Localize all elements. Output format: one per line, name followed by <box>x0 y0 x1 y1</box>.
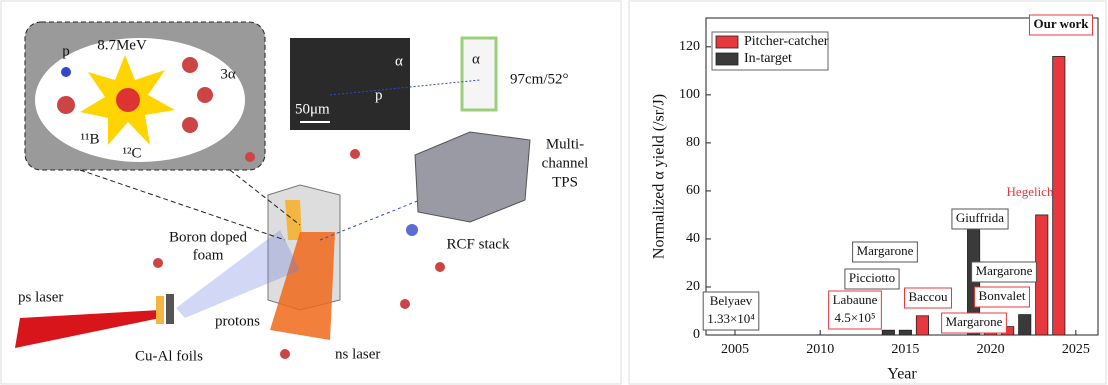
x-tick-label: 2010 <box>806 342 834 357</box>
y-tick-label: 120 <box>679 39 700 54</box>
annotation: Labaune 4.5×10⁵ <box>829 291 882 329</box>
y-tick-label: 40 <box>686 231 700 246</box>
bar <box>1036 215 1048 335</box>
label: ps laser <box>18 289 63 305</box>
alpha <box>350 149 360 159</box>
annotation-text: Margarone <box>946 314 1003 329</box>
annotation: Margarone <box>972 262 1037 282</box>
annotation-text: Margarone <box>857 243 914 258</box>
annotation-text: Belyaev <box>710 293 753 308</box>
label: 97cm/52° <box>510 71 569 87</box>
figure: p 8.7MeV 3α ¹¹B ¹²C α p 50μm α 97cm/52° … <box>0 0 1108 385</box>
bar <box>882 330 894 335</box>
annotation: Margarone <box>853 242 918 262</box>
bar <box>1053 56 1065 335</box>
x-axis-label: Year <box>887 366 917 383</box>
label: TPS <box>552 174 578 190</box>
label: ¹²C <box>123 145 142 161</box>
label: p <box>375 87 383 103</box>
label: channel <box>542 155 589 171</box>
annotation: Hegelich <box>1007 184 1054 199</box>
x-tick-label: 2015 <box>891 342 919 357</box>
page: {"diagram": {"labels": ["p", "8.7MeV", "… <box>0 0 1108 385</box>
legend-swatch <box>716 53 738 65</box>
bar <box>916 316 928 335</box>
annotation-text: Hegelich <box>1007 184 1054 199</box>
y-tick-label: 80 <box>686 135 700 150</box>
alpha <box>182 117 198 133</box>
annotation: Our work <box>1029 15 1092 35</box>
y-tick-label: 100 <box>679 87 700 102</box>
alpha <box>280 349 290 359</box>
annotation-text: Our work <box>1033 16 1089 31</box>
label: RCF stack <box>447 236 510 252</box>
bar <box>899 330 911 335</box>
alpha <box>435 262 445 272</box>
label: 3α <box>220 66 236 82</box>
label: 8.7MeV <box>97 37 147 53</box>
alpha <box>400 299 410 309</box>
bar <box>1019 315 1031 335</box>
annotation: Picciotto <box>845 269 899 289</box>
proton <box>61 67 71 77</box>
annotation-text: Margarone <box>976 263 1033 278</box>
film <box>462 38 496 110</box>
y-tick-label: 60 <box>686 183 700 198</box>
annotation: Giuffrida <box>952 209 1008 229</box>
annotation: Baccou <box>905 288 952 308</box>
y-axis-label: Normalized α yield (/sr/J) <box>651 94 668 259</box>
label: α <box>395 53 403 69</box>
nucleus <box>57 96 75 114</box>
annotation-text: Picciotto <box>849 270 895 285</box>
alpha <box>153 258 163 268</box>
alpha <box>245 152 255 162</box>
alpha <box>197 87 213 103</box>
foil <box>156 296 164 324</box>
label: protons <box>215 313 260 329</box>
annotation: Bonvalet <box>975 287 1030 307</box>
label: Multi- <box>546 136 584 152</box>
label: foam <box>193 247 224 263</box>
annotation-text: 1.33×10⁴ <box>707 311 755 326</box>
annotation-text: Labaune <box>833 292 878 307</box>
annotation: Belyaev 1.33×10⁴ <box>703 292 759 330</box>
nucleus <box>116 88 140 112</box>
x-tick-label: 2020 <box>977 342 1005 357</box>
legend-swatch <box>716 36 738 48</box>
legend-label: In-target <box>744 51 792 66</box>
y-tick-label: 0 <box>693 327 700 342</box>
label: Boron doped <box>169 229 247 245</box>
x-tick-label: 2025 <box>1062 342 1090 357</box>
annotation-text: Baccou <box>909 289 948 304</box>
label: Cu-Al foils <box>135 348 203 364</box>
label: ¹¹B <box>81 131 100 147</box>
x-tick-label: 2005 <box>721 342 749 357</box>
label: 50μm <box>295 101 330 117</box>
y-tick-label: 20 <box>686 279 700 294</box>
annotation-text: Giuffrida <box>956 210 1004 225</box>
annotation-text: Bonvalet <box>979 288 1026 303</box>
foil <box>166 294 174 324</box>
annotation-text: 4.5×10⁵ <box>834 310 875 325</box>
annotation: Margarone <box>942 313 1007 333</box>
label: α <box>472 51 480 67</box>
proton-cluster <box>406 224 418 236</box>
label: ns laser <box>335 346 380 362</box>
label: p <box>62 43 70 59</box>
legend-label: Pitcher-catcher <box>744 34 829 49</box>
alpha <box>182 57 198 73</box>
